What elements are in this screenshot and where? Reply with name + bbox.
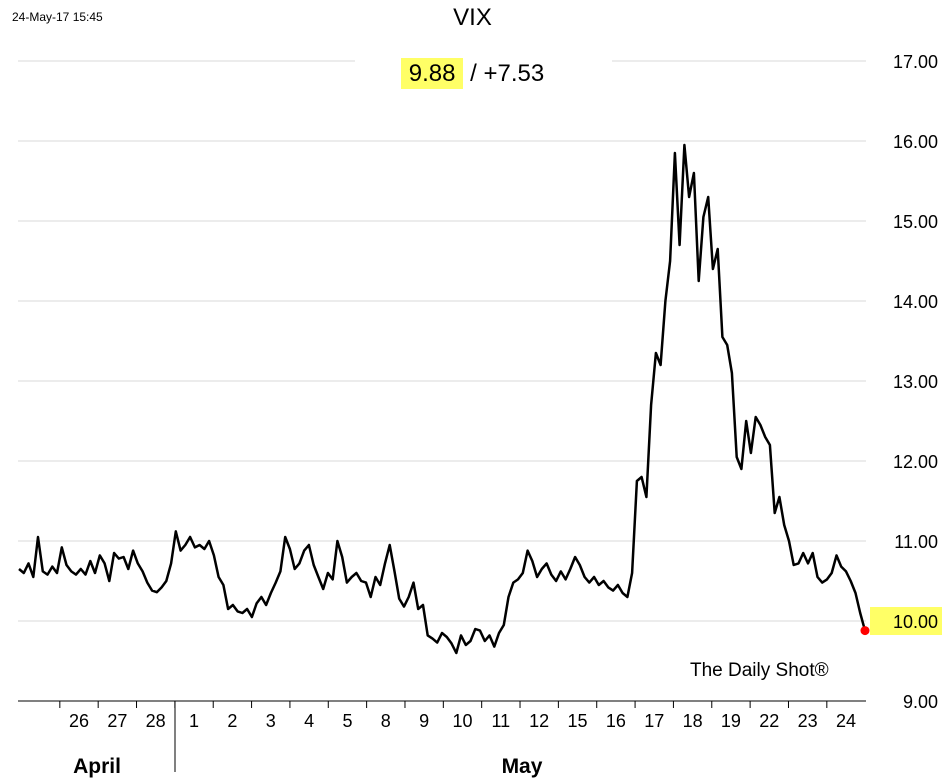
last-value-badge: 9.88 xyxy=(400,58,464,89)
ytick-label: 9.00 xyxy=(903,692,938,712)
xtick-label: 8 xyxy=(381,711,391,731)
xtick-label: 15 xyxy=(568,711,588,731)
headline-separator: / xyxy=(470,60,477,87)
xtick-label: 12 xyxy=(529,711,549,731)
xtick-label: 16 xyxy=(606,711,626,731)
xtick-label: 23 xyxy=(798,711,818,731)
xtick-label: 17 xyxy=(644,711,664,731)
watermark: The Daily Shot® xyxy=(690,660,829,681)
vix-series-line xyxy=(18,143,867,655)
change-value: +7.53 xyxy=(483,60,545,87)
last-point-marker xyxy=(860,626,870,636)
ytick-label: 15.00 xyxy=(893,212,938,232)
xtick-label: 3 xyxy=(266,711,276,731)
xtick-label: 10 xyxy=(452,711,472,731)
ytick-label: 10.00 xyxy=(893,612,938,632)
xtick-label: 28 xyxy=(146,711,166,731)
xtick-label: 19 xyxy=(721,711,741,731)
month-label: April xyxy=(73,755,121,778)
ytick-label: 13.00 xyxy=(893,372,938,392)
xtick-label: 18 xyxy=(683,711,703,731)
ytick-label: 14.00 xyxy=(893,292,938,312)
xtick-label: 5 xyxy=(342,711,352,731)
xtick-label: 26 xyxy=(69,711,89,731)
xtick-label: 11 xyxy=(492,711,511,731)
xtick-label: 24 xyxy=(836,711,856,731)
xtick-label: 27 xyxy=(107,711,127,731)
ytick-label: 17.00 xyxy=(893,52,938,72)
xtick-label: 1 xyxy=(189,711,199,731)
timestamp: 24-May-17 15:45 xyxy=(12,10,103,24)
ytick-label: 12.00 xyxy=(893,452,938,472)
xtick-label: 9 xyxy=(419,711,429,731)
ytick-label: 16.00 xyxy=(893,132,938,152)
xtick-label: 2 xyxy=(227,711,237,731)
xtick-label: 4 xyxy=(304,711,314,731)
headline-readout: 9.88 / +7.53 xyxy=(0,58,945,89)
month-label: May xyxy=(502,755,543,778)
chart-title: VIX xyxy=(453,4,492,31)
xtick-label: 22 xyxy=(759,711,779,731)
ytick-label: 11.00 xyxy=(894,532,938,552)
ytick-highlight xyxy=(870,607,942,635)
